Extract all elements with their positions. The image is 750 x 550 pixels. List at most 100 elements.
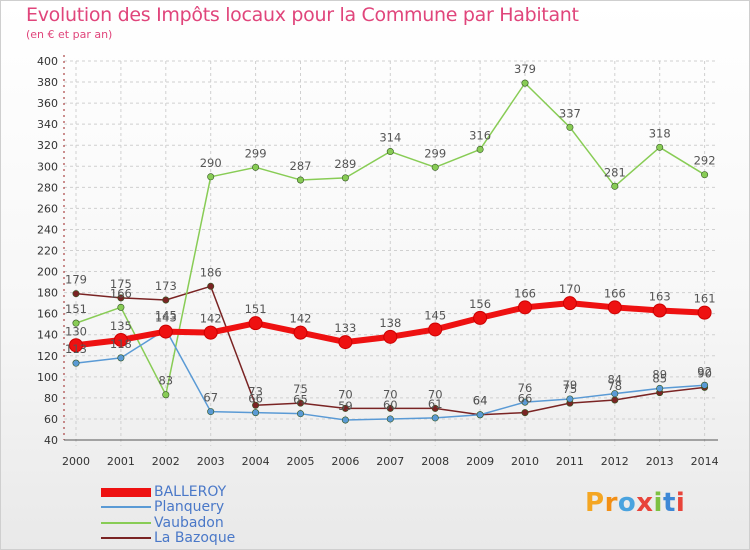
chart-subtitle: (en € et par an) [26,28,113,41]
data-point [341,404,349,412]
data-label: 314 [379,131,401,145]
proxiti-logo: Proxiti [585,488,685,518]
data-point [611,390,619,398]
y-tick-label: 200 [37,266,58,279]
x-tick-label: 2003 [197,455,225,468]
data-point [656,384,664,392]
data-point [476,145,484,153]
data-label: 290 [200,156,222,170]
data-label: 66 [518,392,533,406]
data-label: 64 [473,394,488,408]
legend-swatch [101,522,151,524]
data-point [72,290,80,298]
data-point [562,296,577,311]
y-tick-label: 140 [37,329,58,342]
data-label: 166 [604,286,626,300]
data-point [341,174,349,182]
data-point [473,310,488,325]
logo-letter: i [675,488,686,518]
data-point [386,415,394,423]
y-tick-label: 340 [37,118,58,131]
legend-label: Planquery [154,499,225,515]
data-point [72,359,80,367]
data-label: 79 [563,378,578,392]
data-point [383,329,398,344]
data-point [158,324,173,339]
logo-letter: r [604,488,618,518]
data-label: 186 [200,265,222,279]
data-label: 78 [607,379,622,393]
x-tick-label: 2007 [376,455,404,468]
data-label: 173 [155,279,177,293]
data-label: 151 [65,302,87,316]
x-tick-label: 2005 [287,455,315,468]
x-tick-label: 2010 [511,455,539,468]
y-tick-label: 60 [44,413,58,426]
y-tick-label: 120 [37,350,58,363]
data-point [431,414,439,422]
data-label: 75 [563,382,578,396]
legend-swatch [101,537,151,539]
data-label: 130 [65,324,87,338]
data-point [652,303,667,318]
data-point [207,408,215,416]
y-tick-label: 320 [37,139,58,152]
y-tick-label: 240 [37,223,58,236]
data-label: 316 [469,128,491,142]
x-tick-label: 2012 [601,455,629,468]
data-point [113,332,128,347]
data-label: 138 [379,316,401,330]
data-point [431,163,439,171]
data-point [248,316,263,331]
x-tick-label: 2011 [556,455,584,468]
data-point [293,325,308,340]
data-point [252,163,260,171]
data-point [607,300,622,315]
data-label: 90 [697,366,712,380]
data-label: 118 [110,337,132,351]
data-point [252,409,260,417]
logo-letter: t [662,488,676,518]
data-point [656,143,664,151]
data-label: 166 [514,286,536,300]
data-label: 170 [559,282,581,296]
data-point [252,401,260,409]
legend-swatch [101,487,151,497]
data-label: 337 [559,106,581,120]
legend-label: BALLEROY [154,484,227,500]
data-label: 60 [383,398,398,412]
data-point [117,303,125,311]
data-point [431,404,439,412]
y-tick-label: 400 [37,55,58,68]
data-point [296,410,304,418]
data-label: 70 [338,387,353,401]
x-tick-label: 2006 [331,455,359,468]
data-point [521,409,529,417]
data-label: 166 [110,286,132,300]
data-label: 66 [248,392,263,406]
data-point [697,305,712,320]
data-point [162,391,170,399]
data-label: 92 [697,364,712,378]
data-label: 76 [518,381,533,395]
logo-letter: P [585,488,605,518]
x-tick-label: 2001 [107,455,135,468]
y-tick-label: 360 [37,97,58,110]
legend-label: Vaubadon [154,515,224,531]
logo-letter: x [636,488,654,518]
data-label: 161 [694,292,716,306]
data-point [203,325,218,340]
data-point [566,395,574,403]
data-point [341,416,349,424]
data-label: 142 [200,312,222,326]
data-label: 292 [694,154,716,168]
legend-label: La Bazoque [154,530,236,546]
data-point [117,354,125,362]
data-point [296,399,304,407]
data-label: 143 [155,311,177,325]
data-label: 287 [290,159,312,173]
x-tick-label: 2009 [466,455,494,468]
data-label: 89 [652,367,667,381]
data-point [162,296,170,304]
data-label: 145 [155,308,177,322]
